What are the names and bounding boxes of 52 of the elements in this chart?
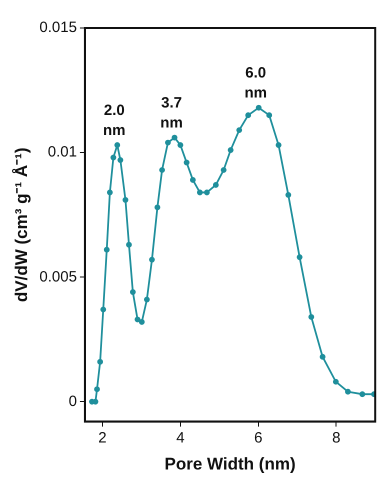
y-tick-label: 0 bbox=[68, 392, 77, 410]
point bbox=[106, 190, 113, 196]
x-tick-label: 6 bbox=[254, 430, 262, 447]
point bbox=[359, 391, 366, 398]
point bbox=[126, 242, 132, 248]
point bbox=[138, 319, 145, 325]
point bbox=[320, 354, 326, 360]
point bbox=[345, 388, 351, 395]
point bbox=[266, 112, 272, 118]
point bbox=[190, 177, 196, 183]
point bbox=[149, 256, 155, 263]
y-tick-label: 0.01 bbox=[48, 144, 77, 161]
y-axis-title: dV/dW (cm³ g⁻¹ Å⁻¹) bbox=[12, 148, 31, 302]
point bbox=[110, 154, 116, 160]
annotation: 3.7 nm bbox=[160, 94, 183, 132]
point bbox=[204, 190, 210, 196]
y-tick-label: 0.005 bbox=[39, 268, 77, 286]
point bbox=[308, 314, 314, 320]
point bbox=[114, 142, 120, 148]
annotation: 6.0 nm bbox=[244, 64, 267, 102]
x-axis-title: Pore Width (nm) bbox=[164, 454, 296, 474]
x-tick-label: 2 bbox=[98, 430, 107, 447]
point bbox=[285, 192, 292, 198]
point bbox=[212, 182, 219, 188]
x-tick-label: 4 bbox=[176, 430, 185, 447]
x-tick-label: 8 bbox=[332, 430, 340, 447]
point bbox=[256, 104, 262, 111]
point bbox=[130, 289, 136, 295]
point bbox=[117, 157, 124, 163]
point bbox=[177, 142, 184, 148]
annotation: 2.0 nm bbox=[103, 102, 126, 140]
point bbox=[245, 112, 252, 118]
point bbox=[296, 254, 303, 260]
point bbox=[97, 358, 104, 365]
point bbox=[144, 296, 150, 302]
point bbox=[172, 134, 178, 141]
point bbox=[165, 140, 171, 146]
point bbox=[100, 306, 106, 312]
point bbox=[276, 142, 282, 148]
point bbox=[122, 196, 128, 203]
point bbox=[236, 127, 242, 134]
point bbox=[332, 378, 339, 385]
point bbox=[134, 316, 140, 322]
point bbox=[154, 204, 160, 210]
point bbox=[104, 246, 110, 253]
y-tick-label: 0.015 bbox=[39, 19, 77, 36]
point bbox=[159, 167, 165, 173]
point bbox=[94, 386, 100, 392]
point bbox=[228, 147, 234, 153]
point bbox=[196, 190, 203, 196]
point bbox=[220, 167, 227, 173]
point bbox=[184, 160, 190, 166]
